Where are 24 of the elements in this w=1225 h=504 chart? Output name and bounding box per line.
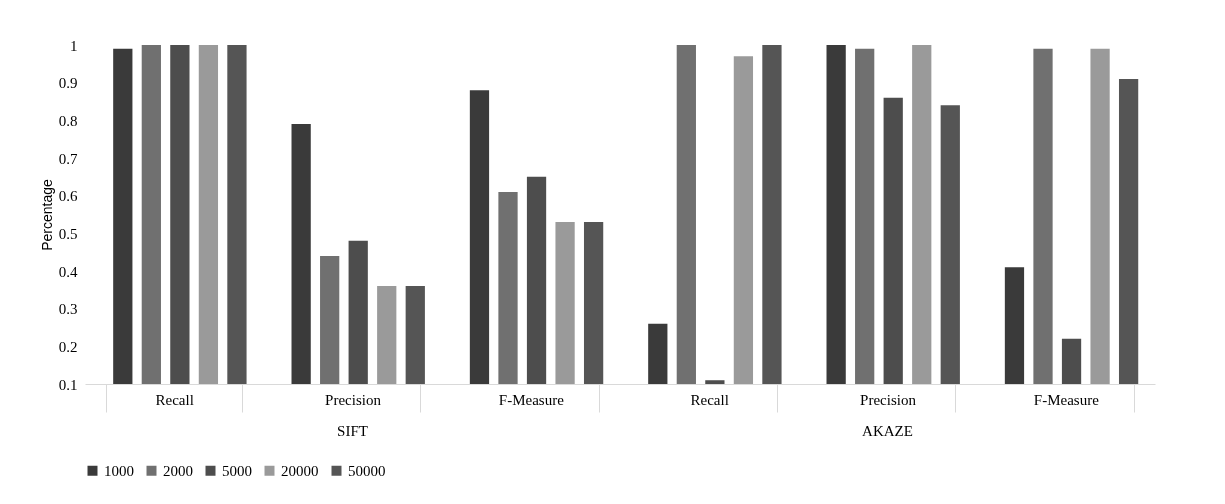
y-tick-label: 0.2 xyxy=(58,338,78,355)
y-tick-label: 0.4 xyxy=(58,263,78,280)
text: SIFT xyxy=(337,423,368,439)
y-tick-label: 0.5 xyxy=(58,225,78,242)
x-tick-label: Precision xyxy=(860,391,917,408)
y-tick-label: 0.7 xyxy=(58,150,78,167)
legend-label: 2000 xyxy=(163,462,193,479)
legend-label: 1000 xyxy=(104,462,134,479)
legend-label: 50000 xyxy=(348,462,386,479)
x-tick-label: F-Measure xyxy=(1033,391,1100,408)
y-tick-label: 0.3 xyxy=(58,301,78,318)
legend-label: 20000 xyxy=(281,462,319,479)
y-tick-label: 1 xyxy=(70,37,78,54)
y-tick-label: 0.9 xyxy=(58,75,78,92)
legend-label: 5000 xyxy=(222,462,252,479)
text: AKAZE xyxy=(862,423,913,439)
y-tick-label: 0.6 xyxy=(58,188,78,205)
y-tick-label: 0.1 xyxy=(58,376,78,393)
x-tick-label: Precision xyxy=(325,391,382,408)
x-tick-label: Recall xyxy=(155,391,194,408)
x-tick-label: Recall xyxy=(690,391,729,408)
y-axis-title: Percentage xyxy=(38,178,55,251)
x-tick-label: F-Measure xyxy=(498,391,565,408)
y-tick-label: 0.8 xyxy=(58,112,78,129)
